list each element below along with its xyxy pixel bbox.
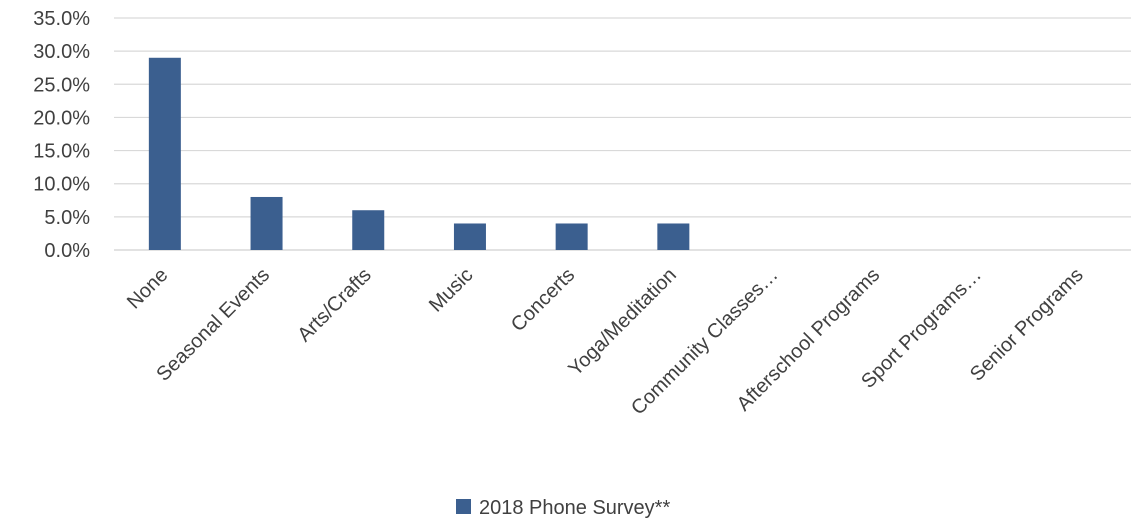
y-tick-label: 20.0% [33,107,90,129]
gridlines [114,17,1131,251]
bar [148,57,181,251]
y-tick-label: 35.0% [33,8,90,30]
legend: 2018 Phone Survey** [456,497,670,519]
y-tick-label: 0.0% [44,240,90,262]
bar [453,223,486,250]
y-tick-label: 10.0% [33,174,90,196]
x-category-label: None [123,264,172,313]
x-category-label: Arts/Crafts [293,264,375,346]
x-category-label: Music [425,264,477,316]
bar [352,210,385,250]
bars [148,57,690,251]
legend-label: 2018 Phone Survey** [479,497,670,519]
bar [657,223,690,250]
x-category-label: Yoga/Meditation [564,264,680,380]
y-tick-label: 5.0% [44,207,90,229]
x-category-label: Senior Programs [966,264,1088,386]
y-axis-tick-labels: 0.0% 5.0% 10.0% 15.0% 20.0% 25.0% 30.0% 35.0% [33,8,90,262]
x-category-label: Concerts [507,264,579,336]
y-tick-label: 25.0% [33,74,90,96]
y-tick-label: 30.0% [33,41,90,63]
bar [555,223,588,250]
x-category-label: Seasonal Events [152,264,274,386]
bar [250,196,283,250]
y-tick-label: 15.0% [33,141,90,163]
legend-swatch [456,499,471,514]
